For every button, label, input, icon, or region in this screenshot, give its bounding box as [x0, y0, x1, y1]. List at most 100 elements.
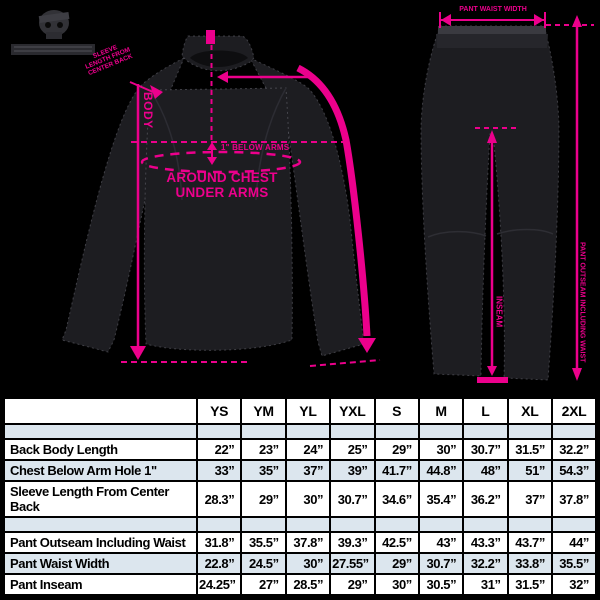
- spacer-row: [2, 516, 598, 533]
- pant-waist-width-label: PANT WAIST WIDTH: [459, 6, 527, 13]
- cell-value: 37”: [506, 480, 554, 518]
- cell-value: 34.6”: [373, 480, 420, 518]
- cell-value: 42.5”: [373, 531, 420, 554]
- cell-value: 39”: [329, 459, 376, 482]
- cell-value: 24”: [284, 438, 332, 461]
- cell-value: 32.2”: [462, 552, 509, 575]
- sleeve-arrowhead: [217, 71, 228, 83]
- column-header: YM: [240, 396, 287, 425]
- cell-value: 44”: [551, 531, 598, 554]
- spacer-cell: [373, 423, 420, 440]
- spacer-cell: [462, 423, 509, 440]
- header-row: YS YM YL YXL S M L XL 2XL: [2, 396, 598, 425]
- cell-value: 28.3”: [195, 480, 243, 518]
- cell-value: 36.2”: [462, 480, 509, 518]
- cell-value: 43.7”: [506, 531, 554, 554]
- column-header: M: [417, 396, 465, 425]
- spacer-cell: [2, 423, 198, 440]
- brand-logo: [11, 10, 95, 55]
- spacer-cell: [373, 516, 420, 533]
- spacer-cell: [417, 516, 465, 533]
- pant-inseam-label: INSEAM: [494, 296, 504, 328]
- cell-value: 33”: [195, 459, 243, 482]
- below-arms-label: 1" BELOW ARMS: [221, 143, 290, 152]
- row-label: Pant Waist Width: [2, 552, 198, 575]
- table-row: Pant Inseam 24.25” 27” 28.5” 29” 30” 30.5” 31” 3…: [2, 573, 598, 597]
- cell-value: 29”: [240, 480, 287, 518]
- cell-value: 32.2”: [551, 438, 598, 461]
- cell-value: 33.8”: [506, 552, 554, 575]
- corner-cell: [2, 396, 198, 425]
- cell-value: 43”: [417, 531, 465, 554]
- size-table: YS YM YL YXL S M L XL 2XL Back Body Length 22” 23” 2…: [2, 396, 598, 597]
- cell-value: 54.3”: [551, 459, 598, 482]
- spacer-cell: [195, 516, 243, 533]
- cell-value: 22.8”: [195, 552, 243, 575]
- cell-value: 31.5”: [506, 438, 554, 461]
- cell-value: 24.25”: [195, 573, 243, 597]
- spacer-cell: [417, 423, 465, 440]
- cell-value: 41.7”: [373, 459, 420, 482]
- cell-value: 22”: [195, 438, 243, 461]
- body-length-label: BODY: [140, 92, 155, 129]
- spacer-cell: [329, 423, 376, 440]
- column-header: YL: [284, 396, 332, 425]
- row-label: Sleeve Length From Center Back: [2, 480, 198, 518]
- cell-value: 23”: [240, 438, 287, 461]
- cell-value: 44.8”: [417, 459, 465, 482]
- cuff-dashed-line: [309, 359, 381, 367]
- spacer-cell: [284, 423, 332, 440]
- chest-circumference-label: AROUND CHEST UNDER ARMS: [166, 170, 278, 200]
- cell-value: 30”: [284, 552, 332, 575]
- spacer-cell: [462, 516, 509, 533]
- spacer-cell: [329, 516, 376, 533]
- cell-value: 30”: [284, 480, 332, 518]
- cell-value: 35.4”: [417, 480, 465, 518]
- table-row: Chest Below Arm Hole 1" 33” 35” 37” 39” 41.7”…: [2, 459, 598, 482]
- cell-value: 35.5”: [551, 552, 598, 575]
- cell-value: 30.5”: [417, 573, 465, 597]
- row-label: Back Body Length: [2, 438, 198, 461]
- spacer-row: [2, 423, 598, 440]
- cell-value: 29”: [373, 552, 420, 575]
- spacer-cell: [551, 516, 598, 533]
- cell-value: 27”: [240, 573, 287, 597]
- cell-value: 32”: [551, 573, 598, 597]
- cell-value: 31.8”: [195, 531, 243, 554]
- spacer-cell: [551, 423, 598, 440]
- chest-ellipse: [140, 150, 302, 174]
- cell-value: 30.7”: [417, 552, 465, 575]
- spacer-cell: [195, 423, 243, 440]
- cell-value: 27.55”: [329, 552, 376, 575]
- cell-value: 29”: [373, 438, 420, 461]
- spacer-cell: [240, 423, 287, 440]
- row-label: Chest Below Arm Hole 1": [2, 459, 198, 482]
- cell-value: 30.7”: [462, 438, 509, 461]
- cell-value: 31.5”: [506, 573, 554, 597]
- table-row: Pant Waist Width 22.8” 24.5” 30” 27.55” 29” 30…: [2, 552, 598, 575]
- row-label: Pant Inseam: [2, 573, 198, 597]
- column-header: S: [373, 396, 420, 425]
- table-row: Sleeve Length From Center Back 28.3” 29” 30…: [2, 480, 598, 518]
- cell-value: 28.5”: [284, 573, 332, 597]
- column-header: YXL: [329, 396, 376, 425]
- cell-value: 24.5”: [240, 552, 287, 575]
- cell-value: 30”: [373, 573, 420, 597]
- cell-value: 37.8”: [551, 480, 598, 518]
- spacer-cell: [2, 516, 198, 533]
- cell-value: 35.5”: [240, 531, 287, 554]
- pants-silhouette: [420, 25, 560, 381]
- table-row: Pant Outseam Including Waist 31.8” 35.5” 37…: [2, 531, 598, 554]
- sleeve-length-line: [296, 64, 371, 337]
- cell-value: 37.8”: [284, 531, 332, 554]
- pant-outseam-label: PANT OUTSEAM INCLUDING WAIST: [578, 242, 586, 363]
- table-row: Back Body Length 22” 23” 24” 25” 29” 30” 30.7” 3…: [2, 438, 598, 461]
- column-header: L: [462, 396, 509, 425]
- cell-value: 30”: [417, 438, 465, 461]
- measurement-overlay: [121, 12, 594, 383]
- spacer-cell: [506, 423, 554, 440]
- spacer-cell: [240, 516, 287, 533]
- row-label: Pant Outseam Including Waist: [2, 531, 198, 554]
- cell-value: 30.7”: [329, 480, 376, 518]
